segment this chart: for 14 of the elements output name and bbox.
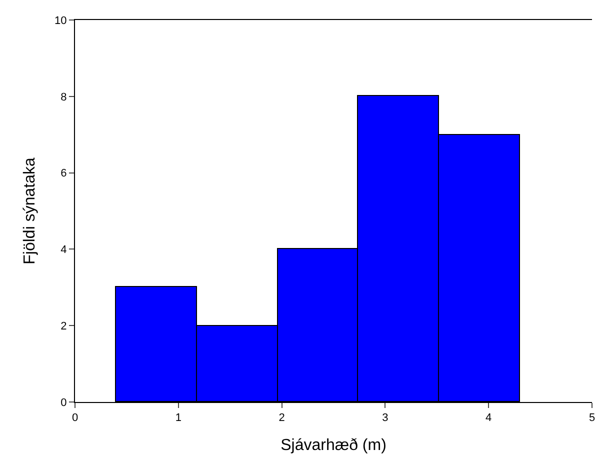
x-tick-label: 4 [486, 412, 492, 424]
x-tick-label: 5 [588, 412, 596, 424]
y-tick-label: 0 [60, 396, 67, 409]
y-axis-title: Fjöldi sýnataka [21, 158, 38, 264]
y-tick-label: 8 [60, 91, 67, 104]
x-tick-label: 0 [72, 412, 78, 424]
y-tick-label: 6 [60, 168, 67, 180]
x-tick-label: 3 [382, 412, 388, 424]
x-axis-title: Sjávarhæð (m) [280, 436, 386, 454]
y-tick-label: 10 [54, 14, 67, 27]
x-tick-label: 1 [175, 412, 182, 424]
y-tick-label: 4 [60, 244, 67, 256]
y-tick-label: 2 [60, 320, 67, 332]
x-tick-label: 2 [278, 412, 285, 424]
